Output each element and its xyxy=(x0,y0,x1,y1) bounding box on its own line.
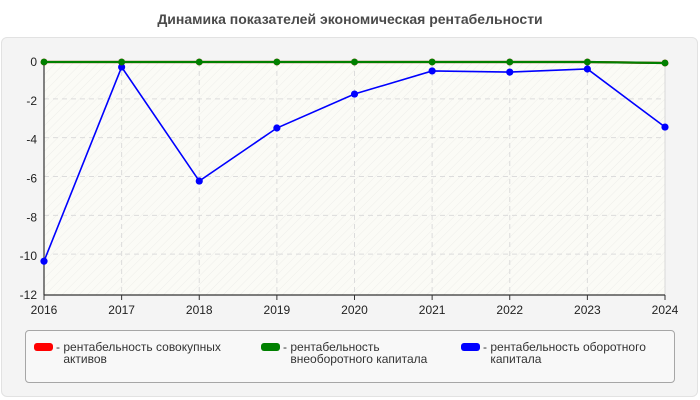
data-point[interactable] xyxy=(506,68,514,76)
y-tick-label: -6 xyxy=(26,172,37,186)
y-tick-label: 0 xyxy=(30,55,37,69)
x-tick-label: 2017 xyxy=(108,303,135,317)
data-point[interactable] xyxy=(583,65,591,73)
legend-swatch-blue xyxy=(461,343,480,351)
data-point[interactable] xyxy=(273,58,281,66)
legend-item-noncurrent-capital: - рентабельность внеоборотного капитала xyxy=(261,341,461,365)
grid-lines xyxy=(44,62,666,295)
y-tick-label: -10 xyxy=(20,249,38,263)
legend-label: рентабельность внеоборотного капитала xyxy=(290,340,428,366)
y-tick-label: -12 xyxy=(20,288,38,302)
data-point[interactable] xyxy=(351,58,358,66)
data-point[interactable] xyxy=(506,58,514,66)
y-tick-label: -8 xyxy=(26,210,37,224)
data-point[interactable] xyxy=(661,123,669,131)
legend-item-current-capital: - рентабельность оборотного капитала xyxy=(461,341,676,365)
x-tick-label: 2016 xyxy=(31,303,58,317)
data-point[interactable] xyxy=(118,58,126,66)
data-point[interactable] xyxy=(428,58,436,66)
x-tick-label: 2018 xyxy=(186,303,213,317)
data-point[interactable] xyxy=(40,58,48,66)
data-point[interactable] xyxy=(428,67,436,75)
x-tick-label: 2021 xyxy=(419,303,446,317)
legend: - рентабельность совокупных активов - ре… xyxy=(25,330,675,383)
legend-label: рентабельность оборотного капитала xyxy=(490,340,646,366)
data-point[interactable] xyxy=(350,90,359,98)
data-point[interactable] xyxy=(195,58,203,66)
data-point[interactable] xyxy=(118,63,126,71)
x-tick-label: 2023 xyxy=(574,303,601,317)
data-point[interactable] xyxy=(40,257,48,265)
x-tick-label: 2020 xyxy=(341,303,368,317)
legend-item-total-assets: - рентабельность совокупных активов xyxy=(34,341,254,365)
data-point[interactable] xyxy=(661,59,669,67)
chart-title: Динамика показателей экономическая рента… xyxy=(157,11,543,27)
x-tick-label: 2019 xyxy=(264,303,291,317)
y-tick-label: -2 xyxy=(26,94,37,108)
x-tick-label: 2024 xyxy=(652,303,679,317)
legend-swatch-red xyxy=(34,343,53,351)
x-tick-label: 2022 xyxy=(496,303,523,317)
data-point[interactable] xyxy=(583,58,591,66)
legend-label: рентабельность совокупных активов xyxy=(63,340,221,366)
data-point[interactable] xyxy=(195,177,203,185)
legend-swatch-green xyxy=(261,343,280,351)
y-tick-label: -4 xyxy=(26,133,37,147)
data-point[interactable] xyxy=(273,124,281,132)
data-series xyxy=(40,58,669,265)
